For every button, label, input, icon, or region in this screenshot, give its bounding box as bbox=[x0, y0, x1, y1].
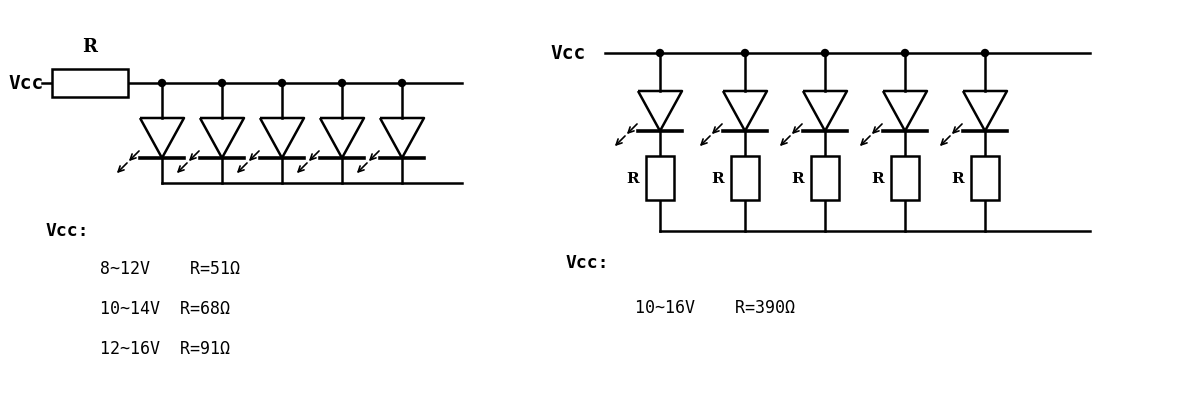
Circle shape bbox=[158, 80, 166, 87]
Circle shape bbox=[338, 80, 345, 87]
Bar bbox=[971, 157, 999, 201]
Circle shape bbox=[656, 50, 663, 57]
Text: Vcc:: Vcc: bbox=[565, 254, 609, 271]
Bar bbox=[731, 157, 759, 201]
Text: Vcc: Vcc bbox=[550, 44, 585, 63]
Circle shape bbox=[399, 80, 405, 87]
Bar bbox=[811, 157, 838, 201]
Text: R: R bbox=[952, 171, 964, 185]
Circle shape bbox=[981, 50, 989, 57]
Text: R: R bbox=[626, 171, 640, 185]
Bar bbox=[646, 157, 674, 201]
Text: Vcc:: Vcc: bbox=[45, 221, 88, 240]
Circle shape bbox=[279, 80, 286, 87]
Bar bbox=[52, 70, 127, 98]
Bar bbox=[891, 157, 919, 201]
Text: Vcc: Vcc bbox=[8, 74, 43, 93]
Circle shape bbox=[822, 50, 829, 57]
Text: 12~16V  R=91Ω: 12~16V R=91Ω bbox=[100, 339, 230, 357]
Text: R: R bbox=[82, 38, 98, 56]
Text: R: R bbox=[711, 171, 724, 185]
Circle shape bbox=[218, 80, 225, 87]
Text: R: R bbox=[872, 171, 884, 185]
Circle shape bbox=[902, 50, 909, 57]
Text: R: R bbox=[791, 171, 804, 185]
Text: 8~12V    R=51Ω: 8~12V R=51Ω bbox=[100, 259, 241, 277]
Text: 10~14V  R=68Ω: 10~14V R=68Ω bbox=[100, 299, 230, 317]
Circle shape bbox=[742, 50, 748, 57]
Text: 10~16V    R=390Ω: 10~16V R=390Ω bbox=[635, 298, 796, 316]
